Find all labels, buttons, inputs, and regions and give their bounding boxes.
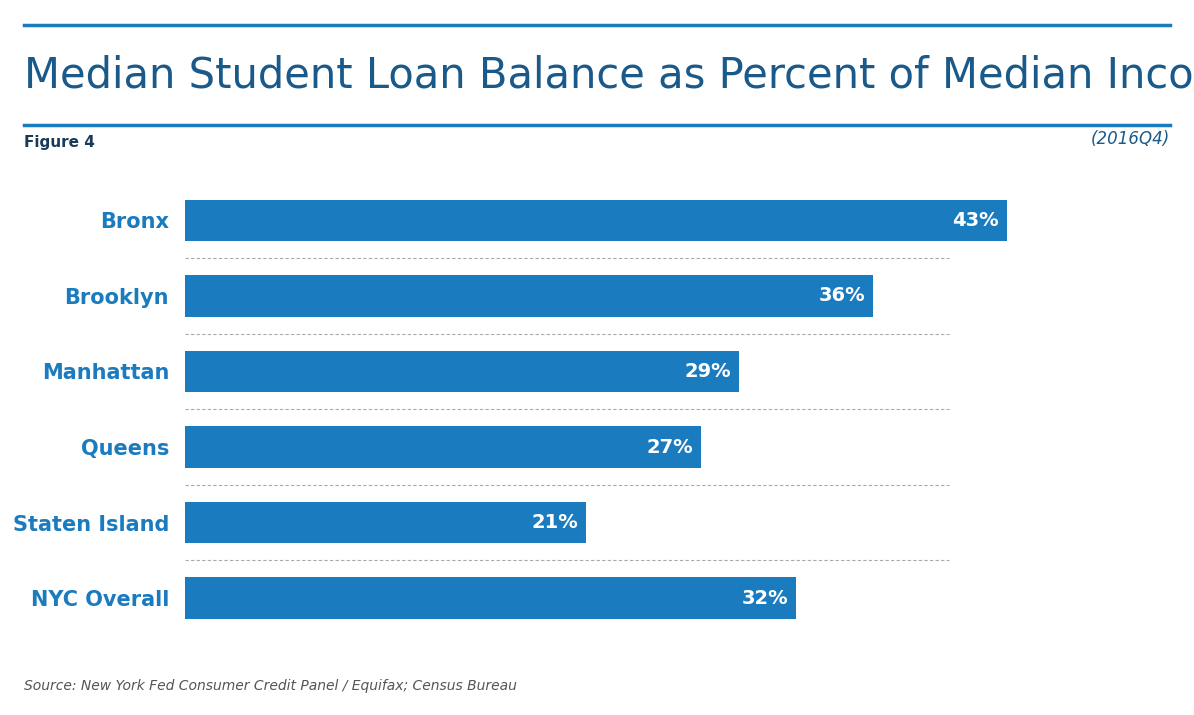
Bar [185,199,1007,241]
Text: 29%: 29% [685,362,732,381]
Text: 36%: 36% [819,287,866,305]
Text: (2016Q4): (2016Q4) [1091,130,1170,149]
Bar [185,350,739,393]
Bar [185,578,796,619]
Text: 27%: 27% [647,438,694,456]
Text: Source: New York Fed Consumer Credit Panel / Equifax; Census Bureau: Source: New York Fed Consumer Credit Pan… [24,679,517,694]
Text: 43%: 43% [953,211,999,230]
Text: Median Student Loan Balance as Percent of Median Income: Median Student Loan Balance as Percent o… [24,54,1194,96]
Text: 21%: 21% [531,513,579,532]
Text: 32%: 32% [743,588,789,608]
Bar [185,502,586,543]
Bar [185,275,873,317]
Bar [185,426,701,468]
Text: Figure 4: Figure 4 [24,136,94,150]
